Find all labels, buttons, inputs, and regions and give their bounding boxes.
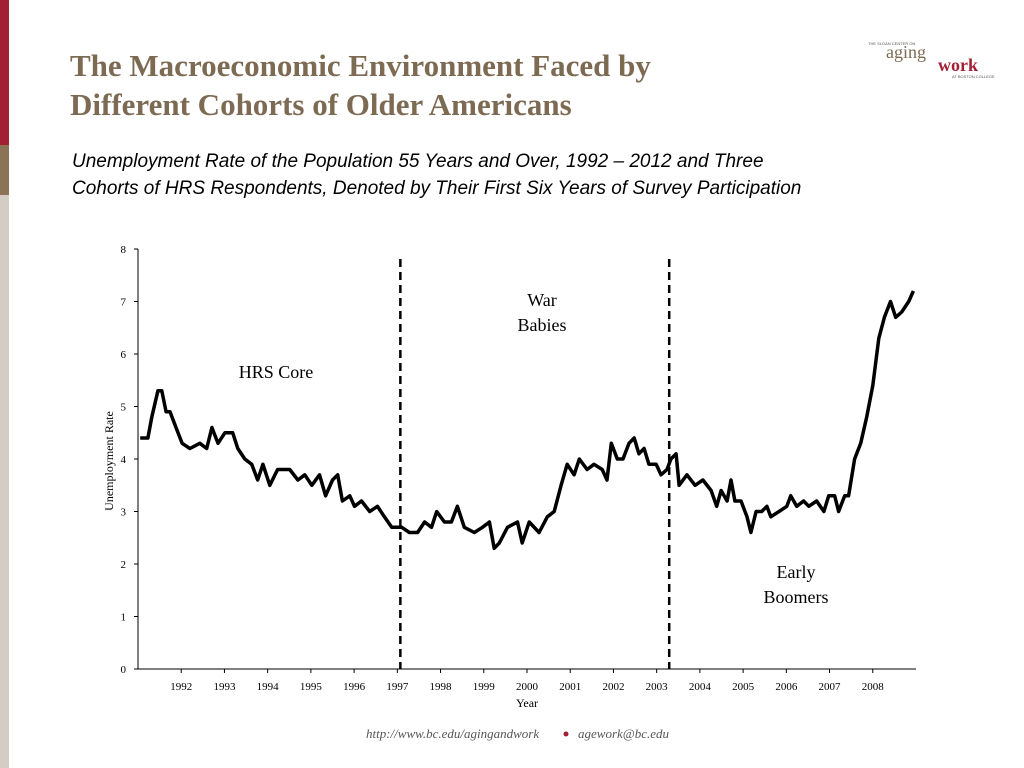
y-tick-label: 0 [121, 664, 127, 676]
x-tick-label: 2008 [862, 681, 885, 693]
logo-text: AT BOSTON COLLEGE [952, 74, 995, 79]
y-tick-label: 3 [121, 507, 127, 519]
x-tick-label: 1996 [343, 681, 366, 693]
x-tick-label: 2007 [819, 681, 842, 693]
x-tick-label: 2001 [559, 681, 581, 693]
x-tick-label: 2006 [775, 681, 798, 693]
y-tick-label: 1 [121, 612, 127, 624]
slide-title: The Macroeconomic Environment Faced by [70, 48, 651, 83]
x-tick-label: 2005 [732, 681, 755, 693]
x-tick-label: 1994 [257, 681, 280, 693]
footer-url: http://www.bc.edu/agingandwork [366, 726, 539, 741]
accent-bar [0, 0, 9, 145]
logo-text: aging [886, 42, 926, 62]
y-tick-label: 6 [121, 349, 127, 361]
footer-bullet [563, 731, 569, 737]
x-tick-label: 1997 [386, 681, 409, 693]
y-tick-label: 5 [121, 402, 127, 414]
y-tick-label: 4 [121, 454, 127, 466]
subtitle: Cohorts of HRS Respondents, Denoted by T… [72, 178, 801, 199]
y-tick-label: 2 [121, 559, 127, 571]
x-tick-label: 2000 [516, 681, 539, 693]
cohort-label: Early [777, 562, 816, 582]
logo-text: THE SLOAN CENTER ON [868, 41, 915, 46]
x-tick-label: 1992 [170, 681, 192, 693]
x-tick-label: 1993 [213, 681, 236, 693]
slide-title: Different Cohorts of Older Americans [70, 87, 572, 122]
y-tick-label: 8 [121, 244, 127, 256]
y-tick-label: 7 [121, 297, 127, 309]
x-tick-label: 1998 [430, 681, 453, 693]
cohort-label: Boomers [764, 587, 829, 607]
unemployment-line [140, 290, 915, 551]
x-tick-label: 1995 [300, 681, 323, 693]
cohort-label: HRS Core [239, 362, 314, 382]
subtitle: Unemployment Rate of the Population 55 Y… [72, 151, 764, 172]
accent-bar [0, 145, 9, 195]
x-axis-label: Year [516, 696, 538, 710]
accent-bar [0, 195, 9, 768]
y-axis-label: Unemployment Rate [102, 411, 116, 511]
footer-email: agework@bc.edu [578, 726, 670, 741]
logo-text: work [938, 55, 978, 75]
x-tick-label: 2004 [689, 681, 712, 693]
x-tick-label: 1999 [473, 681, 496, 693]
x-tick-label: 2003 [646, 681, 669, 693]
x-tick-label: 2002 [602, 681, 624, 693]
cohort-label: War [527, 290, 557, 310]
cohort-label: Babies [518, 315, 567, 335]
